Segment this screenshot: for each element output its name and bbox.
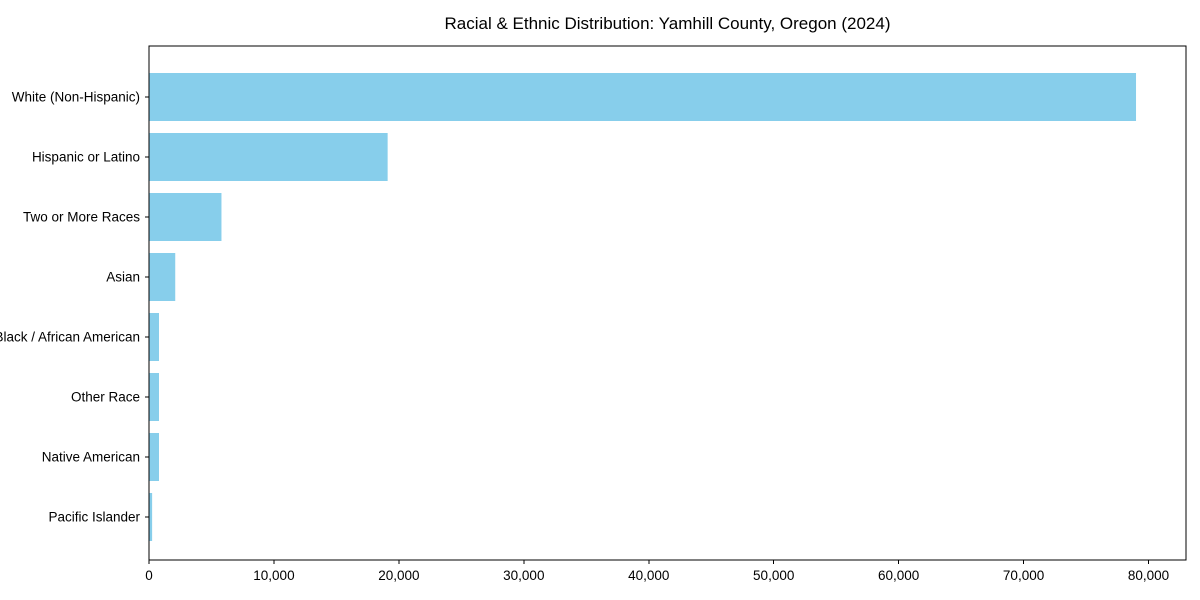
x-tick-label-0: 0 [145,568,153,583]
plot-border [148,45,1187,561]
x-tick-label-30000: 30,000 [503,568,544,583]
y-tick-label-other-race: Other Race [71,390,140,405]
bar-white-non-hispanic [149,73,1137,121]
y-tick-label-asian: Asian [106,270,140,285]
x-tick-label-10000: 10,000 [253,568,294,583]
y-tick-label-hispanic-or-latino: Hispanic or Latino [32,150,140,165]
x-tick-label-60000: 60,000 [878,568,919,583]
y-tick-label-white-non-hispanic: White (Non-Hispanic) [12,90,140,105]
bar-pacific-islander [149,493,153,541]
bars-group [149,73,1137,541]
y-tick-label-two-or-more-races: Two or More Races [23,210,140,225]
y-tick-label-native-american: Native American [42,450,140,465]
y-tick-label-black-african-american: Black / African American [0,330,140,345]
x-tick-label-50000: 50,000 [753,568,794,583]
bar-asian [149,253,176,301]
bar-black-african-american [149,313,159,361]
bar-hispanic-or-latino [149,133,388,181]
y-tick-label-pacific-islander: Pacific Islander [48,510,140,525]
bar-two-or-more-races [149,193,222,241]
x-tick-label-80000: 80,000 [1128,568,1169,583]
axes-group: White (Non-Hispanic) Hispanic or Latino Tw… [0,45,1187,583]
x-tick-label-40000: 40,000 [628,568,669,583]
bar-other-race [149,373,159,421]
bar-native-american [149,433,159,481]
x-tick-label-70000: 70,000 [1003,568,1044,583]
x-tick-label-20000: 20,000 [378,568,419,583]
chart-title: Racial & Ethnic Distribution: Yamhill Co… [445,14,891,33]
